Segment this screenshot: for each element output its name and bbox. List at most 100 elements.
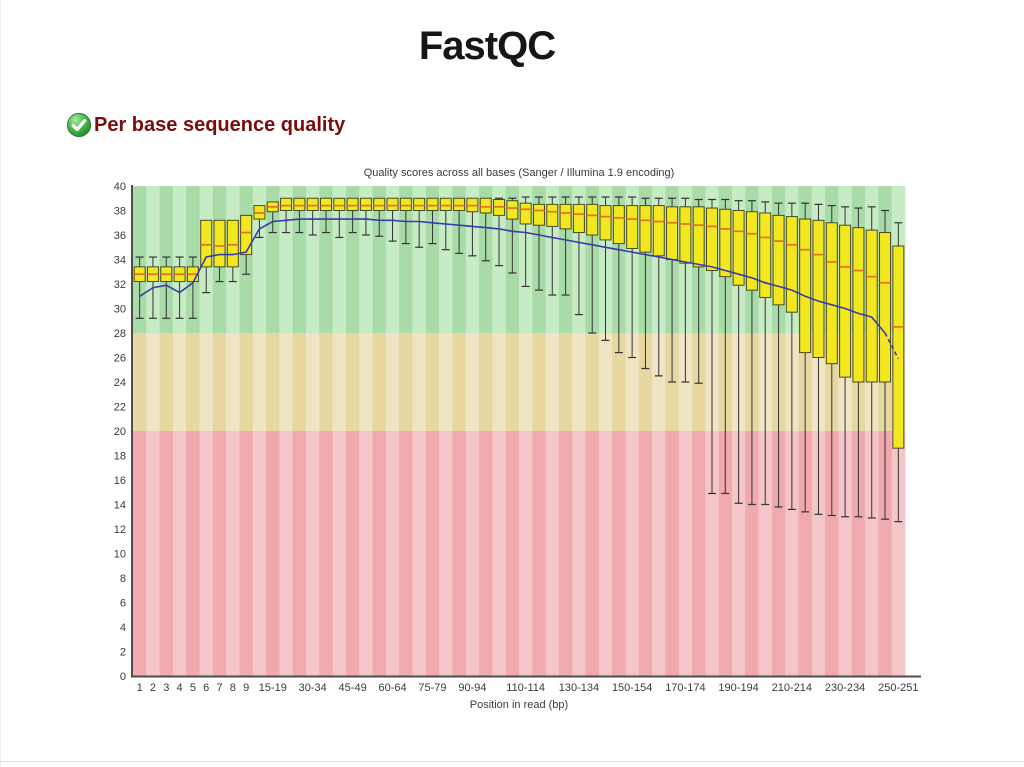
zone-stripe-medium <box>159 333 174 431</box>
boxplot-box <box>160 256 173 319</box>
zone-stripe-good <box>385 186 400 333</box>
boxplot-box <box>732 200 745 504</box>
boxplot-box <box>772 202 785 508</box>
boxplot-box <box>586 196 599 334</box>
zone-stripe-poor <box>172 431 187 676</box>
pass-check-icon <box>66 112 92 138</box>
zone-stripe-poor <box>199 431 214 676</box>
iqr-box <box>359 197 372 211</box>
zone-stripe-good <box>279 186 294 333</box>
x-tick-label: 8 <box>230 682 236 694</box>
boxplot-box <box>280 197 293 234</box>
axes <box>131 185 921 678</box>
zone-stripe-poor <box>133 431 147 676</box>
boxplot-box <box>666 197 679 383</box>
iqr-box <box>825 222 838 365</box>
zone-stripe-medium <box>226 333 240 431</box>
zone-stripe-medium <box>279 333 294 431</box>
x-tick-label: 130-134 <box>559 682 599 694</box>
iqr-box <box>532 203 545 226</box>
zone-stripe-medium <box>652 333 666 431</box>
iqr-box <box>839 224 852 378</box>
zone-stripe-medium <box>266 333 280 431</box>
zone-stripe-poor <box>452 431 467 676</box>
zone-stripe-poor <box>292 431 307 676</box>
boxplot-box <box>506 197 519 274</box>
iqr-box <box>439 197 452 211</box>
boxplot-box <box>413 197 426 248</box>
zone-stripe-poor <box>505 431 520 676</box>
zone-stripe-poor <box>399 431 413 676</box>
iqr-box <box>612 205 625 245</box>
zone-stripe-poor <box>519 431 533 676</box>
zone-stripe-medium <box>452 333 467 431</box>
boxplot-box <box>879 209 892 520</box>
boxplot-box <box>692 198 705 384</box>
zone-stripe-poor <box>425 431 440 676</box>
boxplot-box <box>825 205 838 517</box>
x-tick-label: 2 <box>150 682 156 694</box>
zone-stripe-medium <box>345 333 360 431</box>
boxplot-box <box>133 256 146 319</box>
zone-stripe-poor <box>359 431 373 676</box>
zone-stripe-poor <box>159 431 174 676</box>
zone-stripe-medium <box>133 333 147 431</box>
boxplot-box <box>173 256 186 319</box>
zone-stripe-good <box>345 186 360 333</box>
iqr-box <box>879 232 892 383</box>
y-tick-label: 28 <box>114 328 126 340</box>
iqr-box <box>732 210 745 286</box>
zone-stripe-poor <box>811 431 826 676</box>
zone-stripe-medium <box>492 333 506 431</box>
boxplot-box <box>706 198 718 495</box>
x-tick-label: 210-214 <box>772 682 812 694</box>
zone-stripe-medium <box>186 333 200 431</box>
zone-stripe-poor <box>598 431 613 676</box>
x-tick-label: 4 <box>177 682 183 694</box>
y-tick-label: 14 <box>114 500 126 512</box>
iqr-box <box>865 229 878 383</box>
iqr-box <box>373 197 386 211</box>
y-tick-label: 16 <box>114 475 126 487</box>
boxplot-box <box>519 196 532 288</box>
y-tick-label: 22 <box>114 402 126 414</box>
boxplot-box <box>333 197 346 239</box>
zone-stripe-medium <box>532 333 546 431</box>
iqr-box <box>652 205 665 257</box>
x-tick-label: 5 <box>190 682 196 694</box>
boxplot-box <box>240 214 253 275</box>
zone-stripe-poor <box>545 431 560 676</box>
x-tick-label: 90-94 <box>458 682 486 694</box>
y-tick-label: 24 <box>114 377 126 389</box>
boxplot-box <box>639 197 652 370</box>
boxplot-box <box>386 197 399 242</box>
mean-line <box>139 218 886 334</box>
zone-stripe-poor <box>705 431 719 676</box>
iqr-box <box>679 206 692 264</box>
x-tick-label: 170-174 <box>665 682 705 694</box>
x-tick-label: 30-34 <box>299 682 327 694</box>
y-tick-label: 38 <box>114 206 126 218</box>
zone-stripe-poor <box>825 431 839 676</box>
x-tick-label: 6 <box>203 682 209 694</box>
iqr-box <box>772 214 785 306</box>
zone-stripe-poor <box>266 431 280 676</box>
x-tick-label: 1 <box>137 682 143 694</box>
slide-left-edge <box>0 0 1 767</box>
mean-line-tail <box>884 332 900 360</box>
zone-stripe-medium <box>558 333 573 431</box>
zone-stripe-poor <box>252 431 267 676</box>
zone-stripe-good <box>359 186 373 333</box>
x-tick-label: 75-79 <box>418 682 446 694</box>
zone-stripe-poor <box>226 431 240 676</box>
boxplot-box <box>306 197 319 236</box>
x-tick-label: 110-114 <box>506 682 545 694</box>
boxplot-box <box>399 197 412 245</box>
zone-stripe-medium <box>465 333 480 431</box>
module-header: Per base sequence quality <box>66 112 345 138</box>
page-title: FastQC <box>418 24 556 68</box>
iqr-box <box>852 227 865 383</box>
y-tick-label: 6 <box>120 598 126 610</box>
